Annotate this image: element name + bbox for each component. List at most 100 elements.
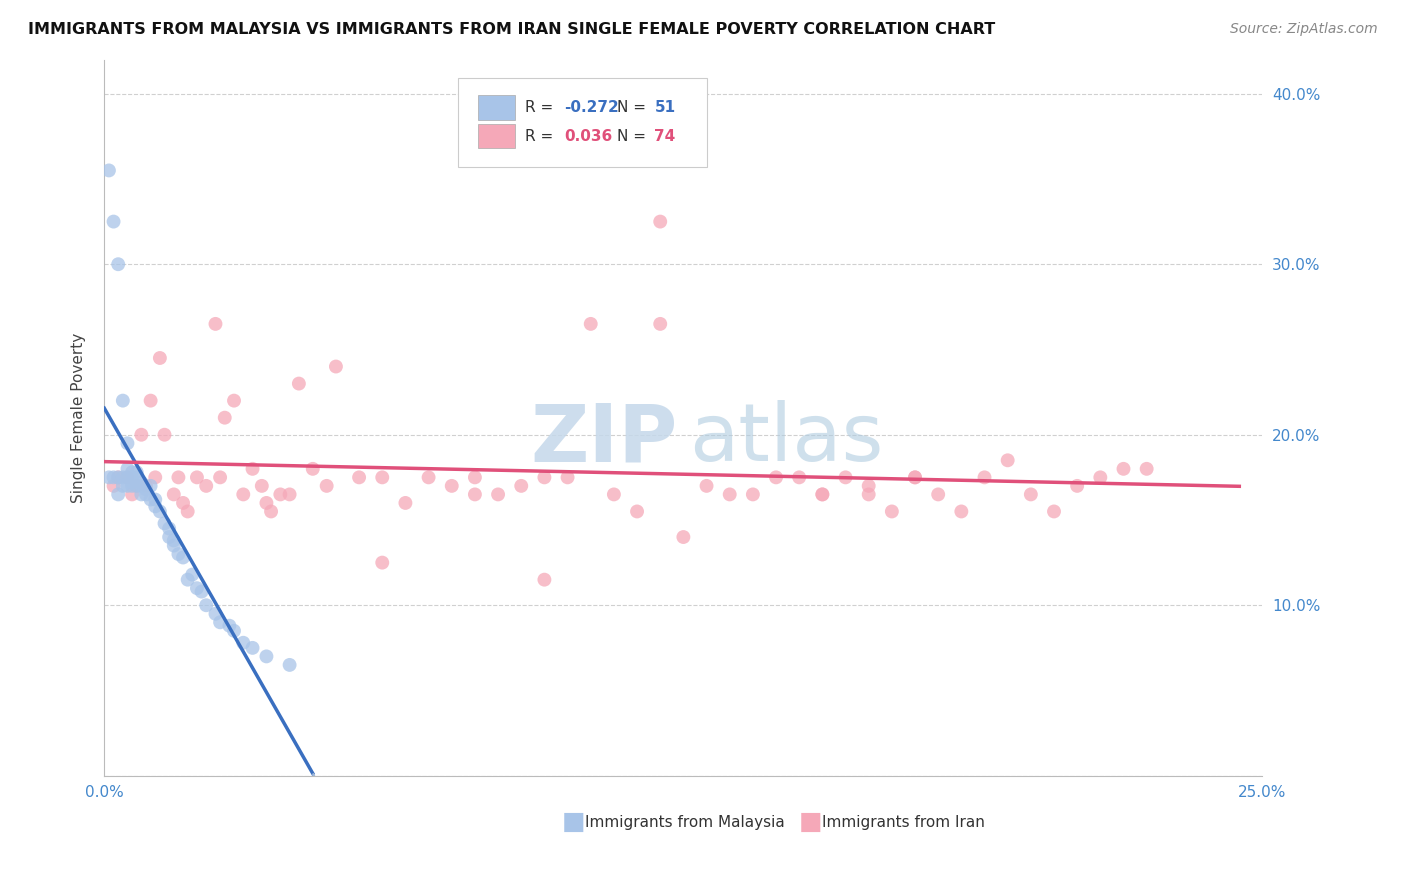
- Text: 51: 51: [654, 100, 675, 115]
- Point: [533, 470, 555, 484]
- Point: [103, 214, 125, 228]
- Point: [139, 492, 162, 507]
- Point: [269, 487, 291, 501]
- Point: [650, 214, 672, 228]
- Point: [167, 470, 190, 484]
- Point: [1066, 479, 1088, 493]
- Point: [181, 567, 204, 582]
- Point: [278, 657, 301, 672]
- Text: N =: N =: [617, 100, 651, 115]
- Point: [157, 522, 180, 536]
- Point: [111, 479, 134, 493]
- Point: [143, 470, 166, 484]
- Point: [218, 618, 240, 632]
- Point: [1019, 487, 1042, 501]
- Point: [103, 479, 125, 493]
- Point: [232, 636, 254, 650]
- Point: [533, 573, 555, 587]
- Point: [107, 470, 129, 484]
- Point: [650, 317, 672, 331]
- Text: Source: ZipAtlas.com: Source: ZipAtlas.com: [1230, 22, 1378, 37]
- Point: [510, 479, 533, 493]
- Point: [950, 504, 973, 518]
- Text: Immigrants from Iran: Immigrants from Iran: [823, 814, 986, 830]
- Point: [626, 504, 648, 518]
- Point: [121, 479, 143, 493]
- Point: [904, 470, 927, 484]
- Point: [125, 465, 148, 479]
- Point: [149, 351, 172, 365]
- Point: [176, 504, 198, 518]
- Point: [107, 257, 129, 271]
- Point: [149, 504, 172, 518]
- Point: [858, 479, 880, 493]
- Text: atlas: atlas: [689, 401, 883, 478]
- Point: [787, 470, 810, 484]
- Point: [811, 487, 834, 501]
- Point: [765, 470, 787, 484]
- Point: [163, 487, 186, 501]
- Point: [486, 487, 509, 501]
- Point: [579, 317, 602, 331]
- Point: [186, 470, 208, 484]
- Point: [440, 479, 463, 493]
- Text: IMMIGRANTS FROM MALAYSIA VS IMMIGRANTS FROM IRAN SINGLE FEMALE POVERTY CORRELATI: IMMIGRANTS FROM MALAYSIA VS IMMIGRANTS F…: [28, 22, 995, 37]
- Point: [927, 487, 949, 501]
- Point: [121, 475, 143, 490]
- Point: [131, 475, 153, 490]
- Point: [117, 479, 139, 493]
- Point: [260, 504, 283, 518]
- Point: [157, 530, 180, 544]
- Point: [139, 393, 162, 408]
- Point: [195, 479, 218, 493]
- Point: [167, 547, 190, 561]
- Point: [973, 470, 995, 484]
- Point: [204, 607, 226, 621]
- Point: [125, 470, 148, 484]
- Point: [153, 427, 176, 442]
- Point: [111, 470, 134, 484]
- Point: [1136, 462, 1159, 476]
- Point: [256, 649, 278, 664]
- Point: [741, 487, 763, 501]
- Point: [163, 539, 186, 553]
- Point: [278, 487, 301, 501]
- Point: [195, 599, 218, 613]
- Point: [880, 504, 903, 518]
- Point: [250, 479, 273, 493]
- Point: [464, 487, 486, 501]
- Text: Immigrants from Malaysia: Immigrants from Malaysia: [585, 814, 785, 830]
- Point: [209, 470, 232, 484]
- Point: [121, 470, 143, 484]
- Point: [117, 462, 139, 476]
- Text: R =: R =: [524, 100, 558, 115]
- Point: [315, 479, 337, 493]
- Point: [997, 453, 1019, 467]
- Point: [121, 487, 143, 501]
- Point: [103, 470, 125, 484]
- Point: [131, 487, 153, 501]
- Point: [834, 470, 856, 484]
- Text: -0.272: -0.272: [564, 100, 619, 115]
- Point: [131, 427, 153, 442]
- Point: [371, 556, 394, 570]
- Text: 74: 74: [654, 128, 676, 144]
- Point: [214, 410, 236, 425]
- Text: R =: R =: [524, 128, 562, 144]
- Point: [117, 436, 139, 450]
- Point: [131, 479, 153, 493]
- Point: [347, 470, 370, 484]
- Point: [135, 483, 157, 497]
- Point: [1090, 470, 1112, 484]
- Point: [190, 584, 212, 599]
- FancyBboxPatch shape: [478, 95, 516, 120]
- Point: [121, 465, 143, 479]
- Point: [172, 496, 194, 510]
- Point: [172, 550, 194, 565]
- Point: [125, 479, 148, 493]
- Point: [143, 492, 166, 507]
- Point: [464, 470, 486, 484]
- Point: [222, 393, 245, 408]
- Point: [557, 470, 579, 484]
- Point: [858, 487, 880, 501]
